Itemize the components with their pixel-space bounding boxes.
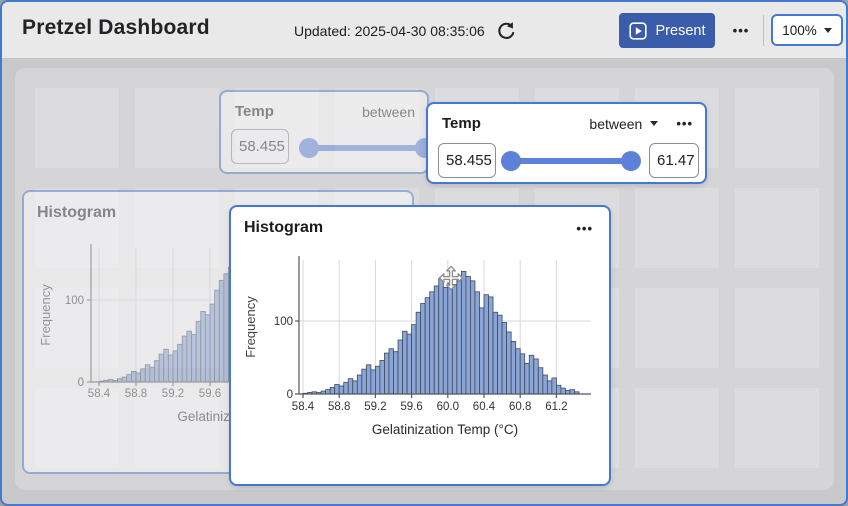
grid-tile — [735, 88, 819, 168]
temp-filter-card-ghost: Temp between — [219, 90, 429, 174]
chevron-down-icon — [650, 121, 659, 126]
grid-tile — [35, 388, 119, 468]
grid-tile — [35, 88, 119, 168]
histogram-card[interactable]: Histogram ••• 58.4 58.8 59.2 59.6 60.0 60.4 60… — [229, 205, 611, 486]
svg-text:60.8: 60.8 — [509, 401, 531, 413]
operator-ghost: between — [362, 103, 415, 120]
grid-tile — [135, 288, 219, 368]
slider-handle-max[interactable] — [621, 151, 641, 171]
grid-tile — [135, 188, 219, 268]
grid-tile — [35, 288, 119, 368]
grid-tile — [735, 388, 819, 468]
temp-filter-card[interactable]: Temp between ••• — [426, 102, 707, 184]
svg-text:60.0: 60.0 — [437, 401, 459, 413]
min-input-ghost — [231, 129, 289, 164]
zoom-level-dropdown[interactable]: 100% — [771, 14, 843, 46]
grid-tile — [135, 88, 219, 168]
histogram-title-ghost: Histogram — [37, 204, 117, 221]
range-slider-ghost — [299, 138, 427, 158]
histogram-more-menu[interactable]: ••• — [576, 221, 593, 236]
svg-text:100: 100 — [65, 295, 84, 307]
svg-text:58.4: 58.4 — [88, 388, 111, 400]
svg-text:0: 0 — [78, 377, 84, 389]
header-more-menu[interactable]: ••• — [732, 22, 750, 38]
svg-text:61.2: 61.2 — [545, 401, 567, 413]
slider-track[interactable] — [509, 158, 633, 164]
svg-text:60.4: 60.4 — [473, 401, 496, 413]
range-slider[interactable] — [501, 151, 641, 171]
present-label: Present — [655, 22, 706, 39]
svg-text:59.6: 59.6 — [199, 388, 221, 400]
present-button[interactable]: Present — [619, 13, 715, 48]
svg-text:Frequency: Frequency — [243, 296, 258, 358]
svg-text:59.2: 59.2 — [364, 401, 386, 413]
grid-tile — [635, 388, 719, 468]
operator-dropdown[interactable]: between — [589, 115, 659, 132]
min-value-input[interactable] — [438, 143, 496, 178]
histogram-title: Histogram — [244, 219, 324, 236]
refresh-icon[interactable] — [495, 20, 517, 42]
header-divider — [763, 15, 764, 46]
filter-title: Temp — [442, 115, 481, 132]
grid-tile — [735, 288, 819, 368]
svg-text:58.4: 58.4 — [292, 401, 315, 413]
updated-timestamp: Updated: 2025-04-30 08:35:06 — [294, 23, 485, 39]
chevron-down-icon — [823, 27, 832, 33]
move-cursor-icon — [438, 265, 464, 291]
operator-value: between — [589, 115, 643, 132]
slider-handle-min[interactable] — [501, 151, 521, 171]
play-icon — [628, 21, 647, 40]
header-bar: Pretzel Dashboard Updated: 2025-04-30 08… — [2, 2, 846, 59]
filter-title-ghost: Temp — [235, 103, 274, 120]
grid-tile — [635, 188, 719, 268]
dashboard-canvas: Temp between Histogram 58.4 58.8 59.2 59.6 6… — [2, 59, 846, 504]
svg-text:Gelatinization Temp (°C): Gelatinization Temp (°C) — [372, 422, 518, 437]
grid-tile — [635, 288, 719, 368]
svg-text:0: 0 — [287, 389, 293, 401]
page-title: Pretzel Dashboard — [22, 16, 210, 39]
grid-tile — [235, 88, 319, 168]
svg-text:58.8: 58.8 — [125, 388, 147, 400]
svg-text:Frequency: Frequency — [38, 284, 53, 346]
grid-tile — [735, 188, 819, 268]
svg-text:59.6: 59.6 — [400, 401, 422, 413]
grid-tile — [335, 88, 419, 168]
grid-tile — [35, 188, 119, 268]
svg-text:100: 100 — [274, 316, 293, 328]
histogram-chart: 58.4 58.8 59.2 59.6 60.0 60.4 60.8 61.2 0 100 Gela… — [243, 256, 591, 437]
grid-tile — [135, 388, 219, 468]
svg-text:59.2: 59.2 — [162, 388, 184, 400]
updated-group: Updated: 2025-04-30 08:35:06 — [294, 20, 517, 42]
filter-more-menu[interactable]: ••• — [676, 116, 693, 131]
max-value-input[interactable] — [649, 143, 699, 178]
zoom-level-value: 100% — [782, 22, 817, 38]
svg-text:58.8: 58.8 — [328, 401, 350, 413]
